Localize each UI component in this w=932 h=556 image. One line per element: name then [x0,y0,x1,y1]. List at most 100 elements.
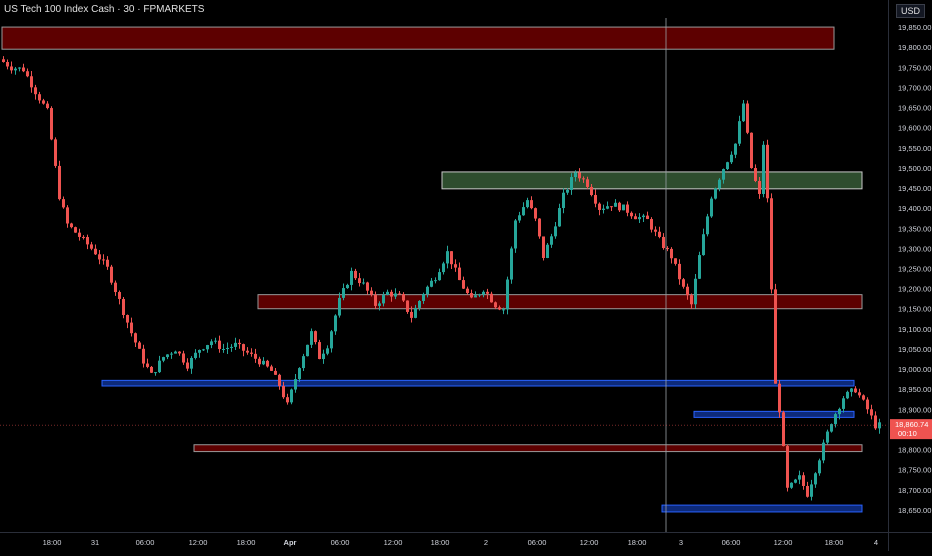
candle-body [46,103,49,109]
candle-body [102,259,105,261]
candle-body [730,154,733,163]
zone-level-4[interactable] [693,410,855,418]
candle-body [706,216,709,235]
zone-supply-0[interactable] [1,26,835,50]
candle-body [586,179,589,187]
price-tick-label: 19,150.00 [898,305,931,314]
candle-body [498,307,501,310]
candle-body [430,280,433,287]
candle-body [294,379,297,390]
price-tick-label: 18,750.00 [898,466,931,475]
zone-supply-2[interactable] [257,294,863,310]
candle-body [402,294,405,301]
candle-body [226,347,229,349]
time-tick-label: 18:00 [43,538,62,547]
candle-body [74,227,77,233]
candle-body [370,290,373,295]
zone-level-6[interactable] [661,504,863,513]
candle-body [810,484,813,497]
price-chart[interactable] [0,0,888,532]
candle-body [366,282,369,291]
candle-body [518,215,521,221]
price-tick-label: 19,800.00 [898,43,931,52]
price-tick-label: 19,500.00 [898,164,931,173]
candle-body [710,198,713,217]
currency-button[interactable]: USD [896,4,926,18]
candle-body [674,258,677,264]
candle-body [694,278,697,305]
candle-body [502,309,505,311]
candle-body [490,293,493,303]
zone-demand-1[interactable] [441,171,863,190]
candle-body [330,331,333,349]
price-axis[interactable]: 19,850.00 19,800.00 19,750.00 19,700.00 19,6… [888,0,932,532]
candle-body [122,298,125,315]
price-tick-label: 19,600.00 [898,124,931,133]
zone-level-3[interactable] [101,379,855,387]
candle-body [318,342,321,360]
candle-body [322,353,325,360]
candle-body [34,87,37,95]
candle-body [326,348,329,354]
candle-body [566,189,569,193]
candle-body [714,188,717,199]
candle-body [362,282,365,284]
candle-body [154,372,157,374]
candle-body [522,207,525,216]
candle-body [2,59,5,63]
candle-body [530,200,533,209]
candle-body [754,168,757,181]
candle-body [182,353,185,363]
candle-body [846,391,849,399]
candle-body [830,424,833,432]
candle-body [570,177,573,190]
time-tick-label: 12:00 [189,538,208,547]
candle-body [58,165,61,200]
candle-body [562,192,565,209]
candle-body [14,68,17,71]
price-axis-labels: 19,850.00 19,800.00 19,750.00 19,700.00 19,6… [890,23,932,515]
candle-body [78,232,81,237]
candle-body [834,414,837,425]
candle-body [22,67,25,72]
time-tick-label: 06:00 [331,538,350,547]
price-tick-label: 19,550.00 [898,144,931,153]
price-tick-label: 19,350.00 [898,224,931,233]
time-tick-label: 3 [679,538,683,547]
candle-body [770,198,773,290]
candle-body [818,460,821,474]
candle-body [766,144,769,199]
candle-body [110,266,113,283]
candle-body [10,66,13,71]
candle-body [590,186,593,196]
time-axis[interactable]: 18:00 31 06:00 12:00 18:00 Apr 06:00 12:00 18:00… [0,532,888,551]
time-tick-label: 12:00 [580,538,599,547]
candle-body [186,362,189,369]
price-tick-label: 18,950.00 [898,385,931,394]
candle-body [218,340,221,350]
candle-body [842,398,845,409]
candle-body [414,307,417,318]
candle-body [418,300,421,308]
candle-body [130,322,133,334]
candle-body [302,356,305,369]
candle-body [390,291,393,297]
candlestick-chart[interactable] [0,0,888,532]
candle-body [354,270,357,279]
zone-level-5[interactable] [193,444,863,453]
candle-body [310,331,313,345]
time-tick-label: 18:00 [237,538,256,547]
candle-body [622,204,625,211]
candle-body [698,255,701,279]
candle-body [786,446,789,488]
candle-body [734,143,737,155]
candle-body [866,399,869,410]
candle-body [442,263,445,273]
candle-body [478,294,481,296]
candle-body [382,294,385,304]
candle-body [606,206,609,209]
candle-body [802,475,805,486]
price-tick-label: 19,200.00 [898,285,931,294]
candle-body [742,103,745,122]
candle-body [874,415,877,429]
